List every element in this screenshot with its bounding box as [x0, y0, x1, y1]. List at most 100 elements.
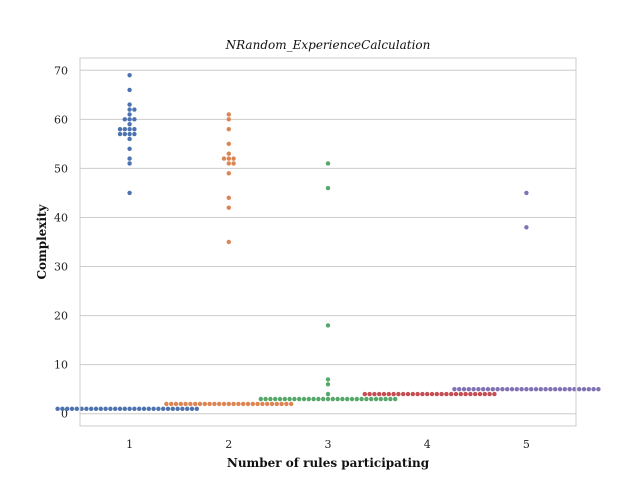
data-point [415, 391, 420, 397]
data-point [127, 107, 132, 112]
data-point [391, 391, 396, 397]
data-point [524, 225, 529, 230]
data-point [127, 146, 132, 151]
plot-frame [79, 57, 577, 427]
grid-lines [80, 69, 576, 415]
data-point [127, 156, 132, 161]
data-point [274, 401, 279, 407]
data-point [180, 406, 185, 412]
data-point [226, 161, 231, 166]
data-point [122, 117, 128, 122]
data-point [553, 387, 558, 392]
data-point [273, 396, 278, 402]
data-point [349, 396, 355, 402]
data-point [117, 131, 123, 137]
data-point [127, 122, 132, 127]
data-point [122, 126, 128, 132]
data-point [178, 401, 183, 407]
data-point [335, 396, 340, 402]
data-point [452, 387, 457, 392]
data-point [325, 161, 331, 166]
data-point [325, 391, 331, 397]
data-point [458, 391, 463, 397]
data-point [557, 387, 563, 392]
data-point [193, 401, 198, 407]
data-point [141, 406, 147, 412]
data-point [226, 126, 231, 132]
data-point [226, 151, 231, 156]
data-point [354, 396, 359, 402]
data-point [359, 396, 364, 402]
data-point [476, 387, 481, 392]
data-point [169, 401, 174, 407]
data-point [284, 401, 289, 407]
data-point [173, 401, 179, 407]
data-point [505, 387, 510, 392]
data-point [132, 126, 137, 132]
data-point [364, 396, 369, 402]
data-point [236, 401, 241, 407]
data-point [461, 387, 467, 392]
data-point [127, 190, 132, 196]
data-point [103, 406, 108, 412]
data-point [466, 387, 471, 392]
data-point [241, 401, 246, 407]
data-point [217, 401, 222, 407]
data-point [277, 396, 283, 402]
y-tick-label: 60 [54, 113, 68, 126]
data-point [60, 406, 65, 412]
data-point [122, 406, 128, 412]
data-point [207, 401, 212, 407]
data-point [345, 396, 350, 402]
data-point [485, 387, 491, 392]
data-point [420, 391, 425, 397]
y-tick-label: 20 [54, 310, 68, 323]
data-point [581, 387, 587, 392]
data-point [514, 387, 519, 392]
data-point [226, 401, 231, 407]
data-point [127, 117, 132, 122]
data-point [449, 391, 454, 397]
data-point [287, 396, 292, 402]
data-point [378, 396, 383, 402]
data-point [265, 401, 270, 407]
data-point [245, 401, 251, 407]
data-point [468, 391, 473, 397]
data-point [434, 391, 439, 397]
y-axis-label: Complexity [35, 203, 49, 279]
x-tick-label: 4 [424, 438, 431, 451]
data-point [562, 387, 567, 392]
data-point [269, 401, 275, 407]
data-point [429, 391, 435, 397]
data-point [226, 195, 231, 201]
data-point [185, 406, 190, 412]
data-point [321, 396, 326, 402]
data-point [226, 239, 231, 245]
data-point [367, 391, 372, 397]
data-point [487, 391, 492, 397]
data-point [221, 156, 227, 161]
data-point [175, 406, 180, 412]
data-point [297, 396, 302, 402]
data-point [165, 406, 171, 412]
data-point [538, 387, 543, 392]
data-point [212, 401, 217, 407]
data-point [127, 161, 132, 166]
data-point [500, 387, 505, 392]
data-point [268, 396, 273, 402]
y-tick-label: 70 [54, 64, 68, 77]
data-point [226, 141, 231, 147]
data-point [457, 387, 462, 392]
data-point [396, 391, 401, 397]
data-points [55, 72, 601, 412]
data-point [197, 401, 203, 407]
x-tick-labels: 1 2 3 4 5 [126, 438, 530, 451]
y-tick-label: 50 [54, 162, 68, 175]
data-point [146, 406, 151, 412]
data-point [188, 401, 193, 407]
data-point [127, 126, 132, 132]
data-point [231, 156, 236, 161]
data-point [401, 391, 406, 397]
data-point [132, 107, 137, 112]
data-point [170, 406, 175, 412]
